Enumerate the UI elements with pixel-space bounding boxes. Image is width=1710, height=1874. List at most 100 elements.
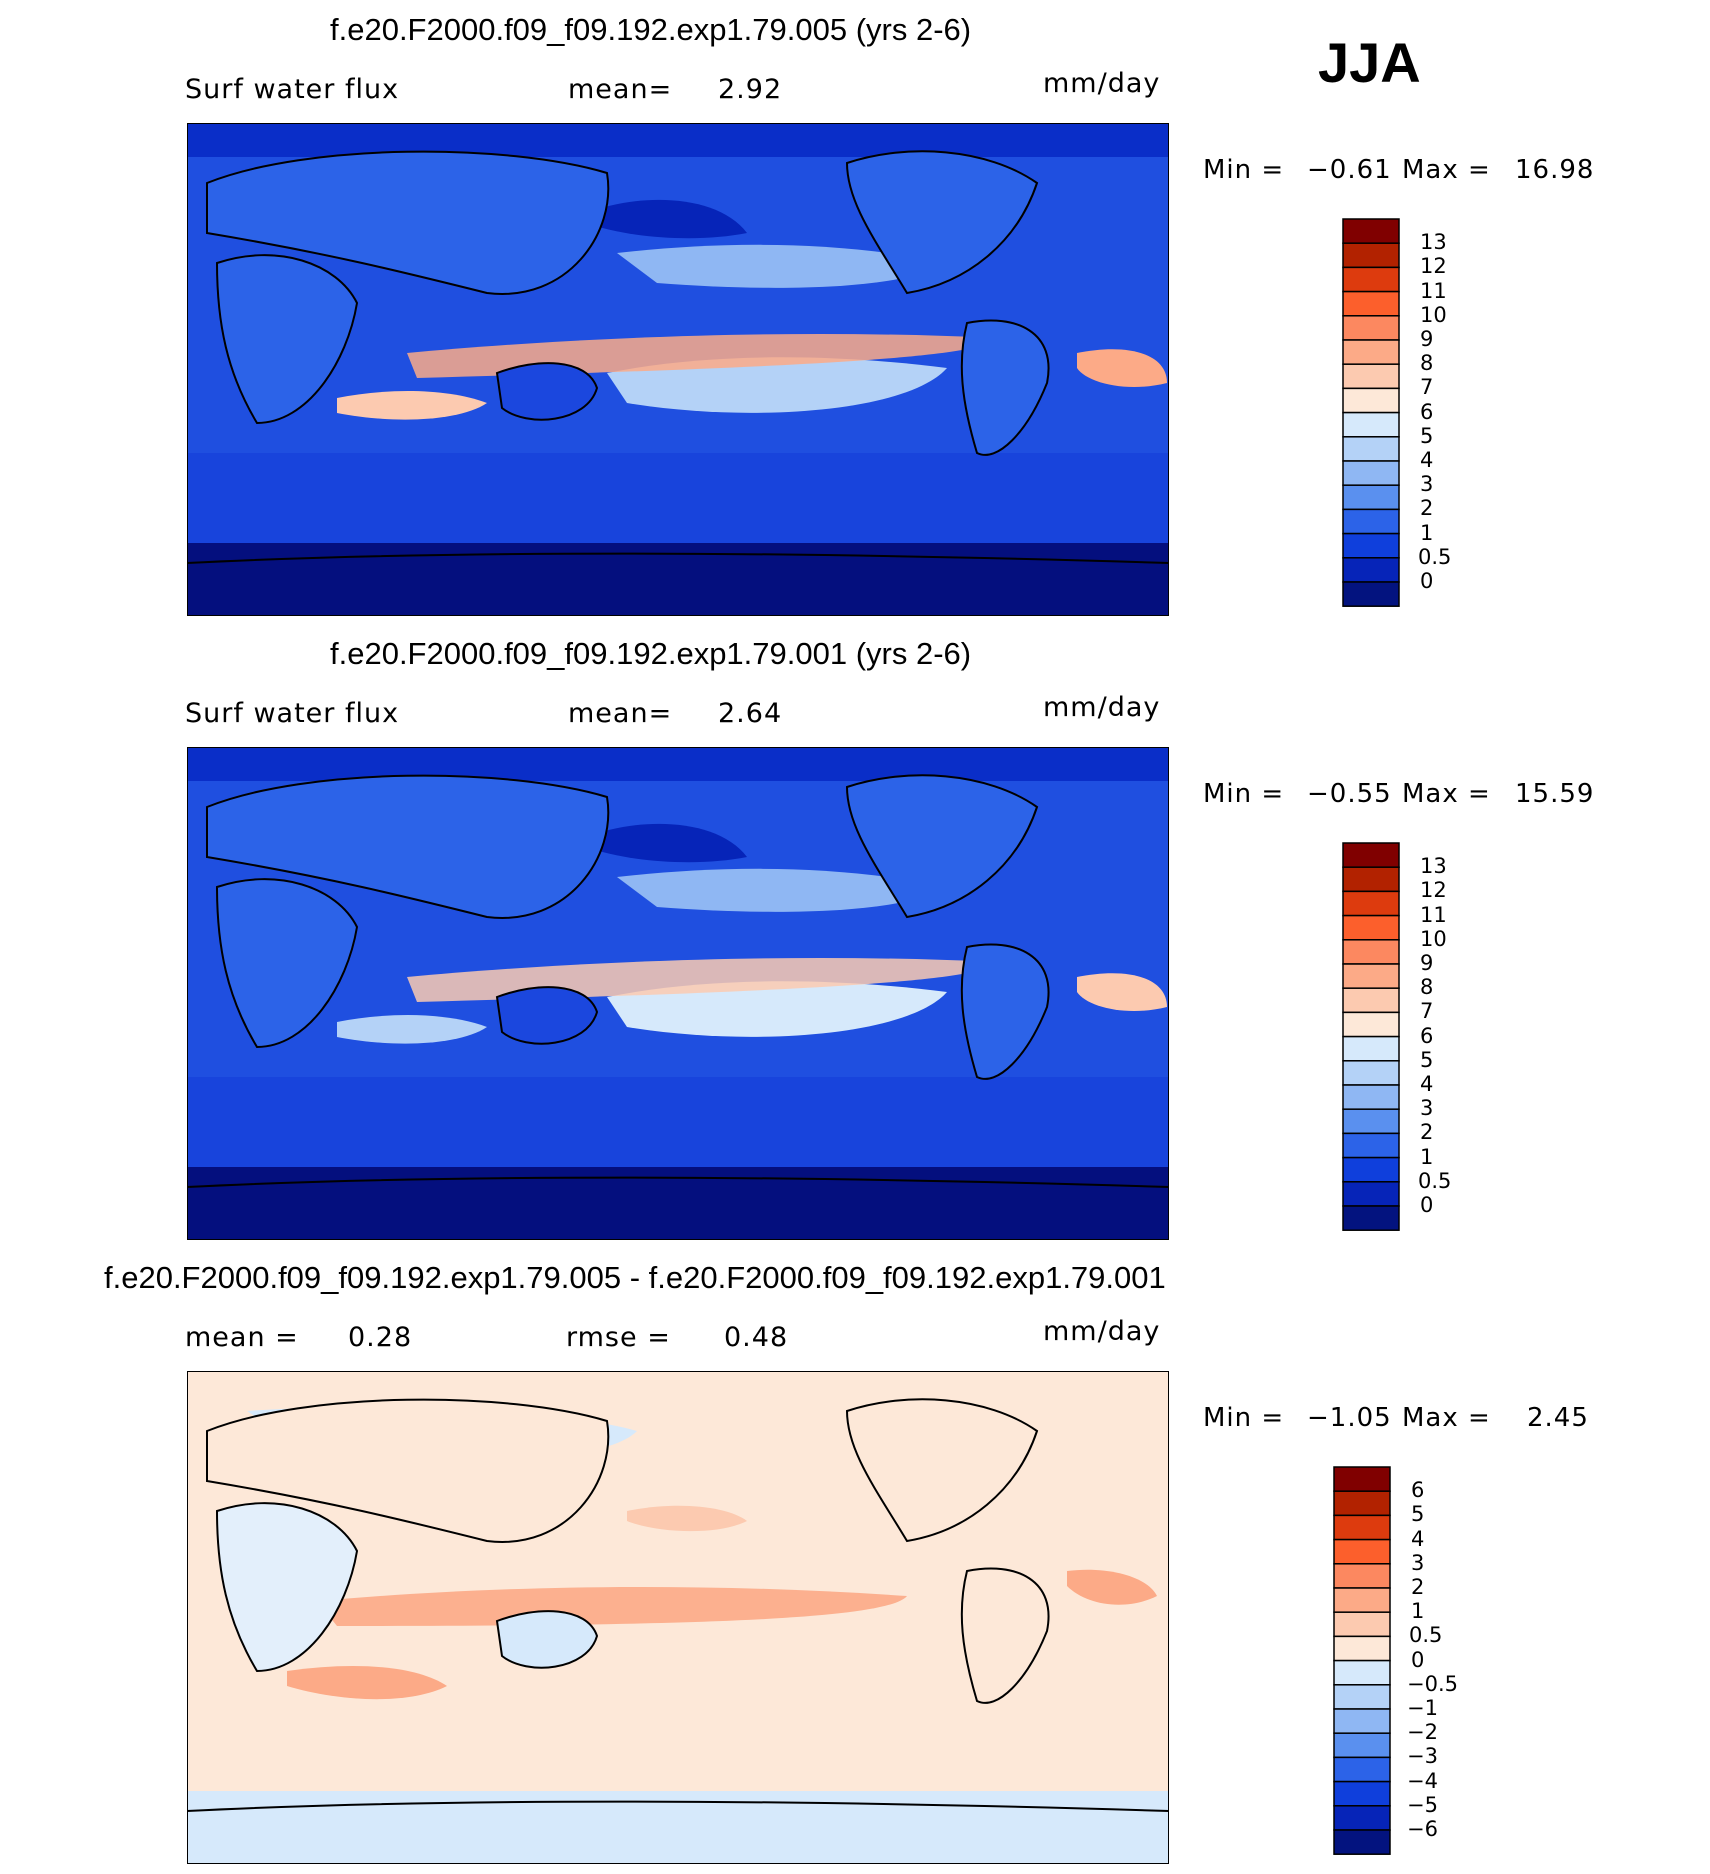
panel-2-min-label: Min =: [1203, 779, 1285, 809]
atlantic-subtropic-high: [1077, 973, 1167, 1012]
itcz-positive-band: [317, 1586, 907, 1626]
colorbar-swatch: [1342, 1084, 1400, 1110]
north-polar-band: [187, 123, 1169, 157]
colorbar-tick-label: −0.5: [1407, 1671, 1458, 1696]
southern-ocean-band: [187, 1077, 1169, 1167]
atlantic-positive: [1067, 1569, 1157, 1605]
south-america-land: [960, 943, 1050, 1080]
colorbar-swatch: [1333, 1635, 1391, 1662]
colorbar-swatch: [1342, 484, 1400, 511]
colorbar-tick-label: 12: [1420, 254, 1447, 279]
colorbar-swatch: [1333, 1611, 1391, 1638]
colorbar-swatch: [1333, 1756, 1391, 1783]
colorbar-swatch: [1342, 1156, 1400, 1183]
colorbar-swatch: [1342, 866, 1400, 893]
panel-3-title: f.e20.F2000.f09_f09.192.exp1.79.005 - f.…: [104, 1260, 1166, 1295]
colorbar-tick-label: 9: [1420, 327, 1434, 351]
panel-2-max-label: Max =: [1402, 779, 1491, 809]
colorbar-tick-label: 6: [1411, 1478, 1425, 1503]
australia-land: [495, 362, 599, 421]
colorbar-swatch: [1342, 987, 1400, 1014]
north-america-land: [845, 1398, 1039, 1543]
colorbar-swatch: [1342, 890, 1400, 917]
colorbar-swatch: [1333, 1780, 1391, 1807]
panel-1-min-label: Min =: [1203, 155, 1285, 185]
north-america-land: [845, 774, 1039, 919]
panel-1-min-value: −0.61: [1307, 155, 1392, 185]
colorbar-swatch: [1333, 1732, 1391, 1759]
south-america-land: [960, 1567, 1050, 1704]
colorbar-tick-label: 0: [1420, 569, 1434, 593]
colorbar-tick-label: −3: [1407, 1744, 1438, 1769]
colorbar-swatch: [1342, 532, 1400, 559]
colorbar-swatch: [1342, 266, 1400, 293]
panel-2-mean-label: mean=: [568, 698, 673, 729]
colorbar-tick-label: −1: [1407, 1696, 1438, 1720]
panel-2-mean-value: 2.64: [718, 698, 783, 729]
colorbar-swatch: [1333, 1708, 1391, 1734]
panel-1-variable-label: Surf water flux: [185, 74, 400, 105]
panel-1-units: mm/day: [1043, 68, 1161, 99]
panel-3-min-label: Min =: [1203, 1403, 1285, 1433]
south-indian-maximum: [337, 391, 487, 420]
colorbar-tick-label: −2: [1407, 1720, 1438, 1745]
colorbar-tick-label: 6: [1420, 399, 1434, 424]
colorbar-swatch: [1342, 557, 1400, 583]
panel-3-min-value: −1.05: [1307, 1403, 1392, 1433]
colorbar-swatch: [1342, 460, 1400, 486]
australia-land: [495, 1610, 599, 1669]
africa-land: [215, 1502, 359, 1673]
colorbar-swatch: [1333, 1829, 1391, 1855]
colorbar-tick-label: 11: [1420, 278, 1447, 303]
panel-1-title: f.e20.F2000.f09_f09.192.exp1.79.005 (yrs…: [330, 12, 972, 47]
colorbar-tick-label: 7: [1420, 999, 1434, 1024]
panel-3-rmse-label: rmse =: [566, 1322, 671, 1353]
colorbar-swatch: [1342, 290, 1400, 317]
colorbar-swatch: [1333, 1466, 1391, 1492]
colorbar-tick-label: 13: [1420, 230, 1447, 255]
australia-land: [495, 986, 599, 1045]
colorbar-swatch: [1342, 387, 1400, 414]
colorbar-tick-label: 12: [1420, 878, 1447, 903]
antarctica-coast: [187, 1176, 1169, 1188]
colorbar-tick-label: 1: [1420, 520, 1434, 545]
colorbar-swatch: [1342, 1205, 1400, 1231]
colorbar-swatch: [1342, 1060, 1400, 1086]
antarctica-coast: [187, 552, 1169, 564]
panel-3-max-value: 2.45: [1527, 1403, 1589, 1433]
panel-1-mean-value: 2.92: [718, 74, 783, 105]
colorbar-tick-label: 1: [1411, 1599, 1425, 1624]
colorbar-swatch: [1333, 1563, 1391, 1589]
pacific-dry-tongue: [617, 244, 947, 288]
south-indian-positive: [287, 1666, 447, 1700]
panel-1-max-value: 16.98: [1515, 155, 1595, 185]
colorbar-swatch: [1342, 842, 1400, 868]
colorbar-tick-label: 6: [1420, 1023, 1434, 1048]
eurasia-land: [206, 1398, 610, 1543]
pacific-positive: [627, 1505, 747, 1532]
colorbar-swatch: [1333, 1659, 1391, 1686]
colorbar-tick-label: −6: [1407, 1817, 1438, 1841]
colorbar-tick-label: 5: [1411, 1502, 1425, 1527]
panel-2-colorbar-swatches: [1342, 842, 1400, 1231]
colorbar-swatch: [1342, 242, 1400, 269]
pacific-subtropic-high: [607, 357, 947, 413]
colorbar-swatch: [1342, 1108, 1400, 1135]
colorbar-swatch: [1342, 218, 1400, 244]
colorbar-swatch: [1342, 1181, 1400, 1207]
pacific-dry-tongue: [617, 868, 947, 912]
north-pacific-low: [587, 199, 747, 239]
colorbar-tick-label: 3: [1420, 1096, 1434, 1121]
colorbar-tick-label: 11: [1420, 902, 1447, 927]
colorbar-swatch: [1333, 1490, 1391, 1517]
panel-3-units: mm/day: [1043, 1316, 1161, 1347]
colorbar-swatch: [1342, 1035, 1400, 1062]
colorbar-tick-label: 0: [1411, 1647, 1425, 1672]
colorbar-swatch: [1342, 581, 1400, 607]
colorbar-tick-label: 0: [1420, 1193, 1434, 1217]
colorbar-swatch: [1333, 1514, 1391, 1541]
colorbar-tick-label: 0.5: [1418, 1168, 1452, 1193]
eurasia-land: [206, 150, 610, 295]
colorbar-swatch: [1342, 914, 1400, 941]
colorbar-tick-label: 2: [1420, 1120, 1434, 1145]
